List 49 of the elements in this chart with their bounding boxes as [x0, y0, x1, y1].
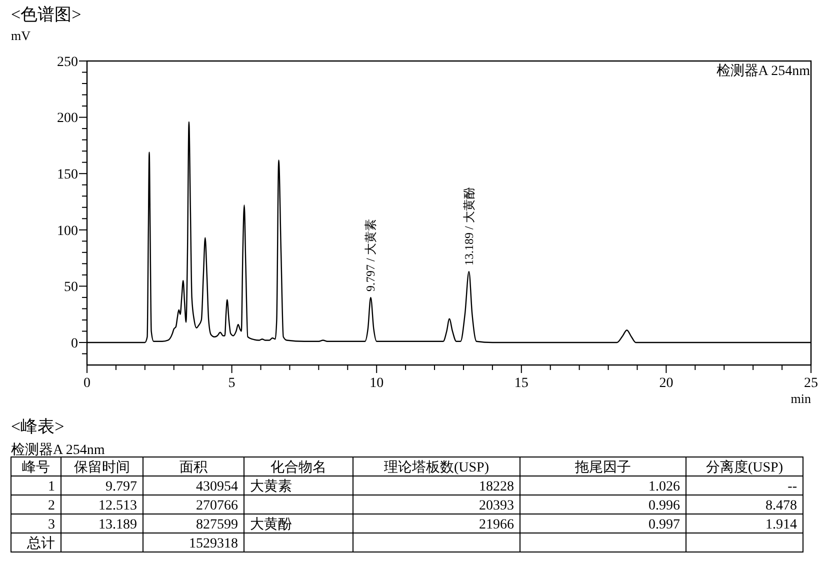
text: 827599: [196, 517, 238, 532]
text: 总计: [27, 536, 55, 552]
x-tick-label: 5: [228, 376, 236, 391]
text: 1: [48, 479, 55, 494]
y-tick-label: 0: [71, 336, 78, 352]
x-tick-label: 20: [659, 376, 674, 391]
text: 21966: [479, 517, 514, 532]
x-axis-title: min: [790, 391, 812, 406]
x-tick-label: 25: [804, 376, 818, 391]
category-label: 理论塔板数(USP): [384, 459, 490, 476]
text: 20393: [479, 498, 514, 514]
category-label: 峰号: [22, 459, 50, 476]
y-tick-label: 50: [64, 280, 78, 296]
text: 1.914: [766, 517, 797, 532]
category-label: 分离度(USP): [706, 459, 784, 476]
text: 0.997: [648, 517, 680, 532]
category-label: 拖尾因子: [574, 459, 631, 476]
x-tick-label: 10: [370, 376, 384, 391]
text: <峰表>: [11, 417, 64, 436]
text: 1529318: [189, 536, 238, 552]
text: 0.996: [648, 498, 680, 514]
text: 8.478: [766, 498, 797, 514]
text: 18228: [479, 479, 514, 494]
text: 12.513: [98, 498, 137, 514]
category-label: 面积: [180, 460, 208, 476]
category-label: 化合物名: [270, 459, 326, 476]
text: 430954: [196, 479, 238, 494]
y-tick-label: 150: [57, 167, 78, 182]
text: 270766: [196, 498, 238, 514]
y-tick-label: 250: [57, 54, 78, 70]
category-label: 保留时间: [74, 459, 130, 476]
text: 大黄酚: [250, 517, 292, 532]
x-tick-label: 0: [84, 376, 90, 391]
y-tick-label: 100: [57, 224, 78, 239]
annotation: 13.189 / 大黄酚: [462, 187, 476, 266]
annotation: 9.797 / 大黄素: [364, 219, 378, 292]
y-tick-label: 200: [57, 111, 78, 126]
annotation: 检测器A 254nm: [716, 63, 810, 79]
chart-title: <色谱图>: [11, 5, 82, 24]
text: 3: [48, 517, 55, 532]
text: 检测器A 254nm: [11, 442, 105, 458]
y-axis-title: mV: [11, 28, 32, 43]
x-tick-label: 15: [514, 376, 528, 391]
text: 13.189: [98, 517, 137, 532]
text: 大黄素: [250, 479, 292, 494]
text: 2: [48, 498, 55, 514]
text: --: [788, 479, 797, 494]
text: 1.026: [648, 479, 680, 494]
text: 9.797: [106, 479, 137, 494]
